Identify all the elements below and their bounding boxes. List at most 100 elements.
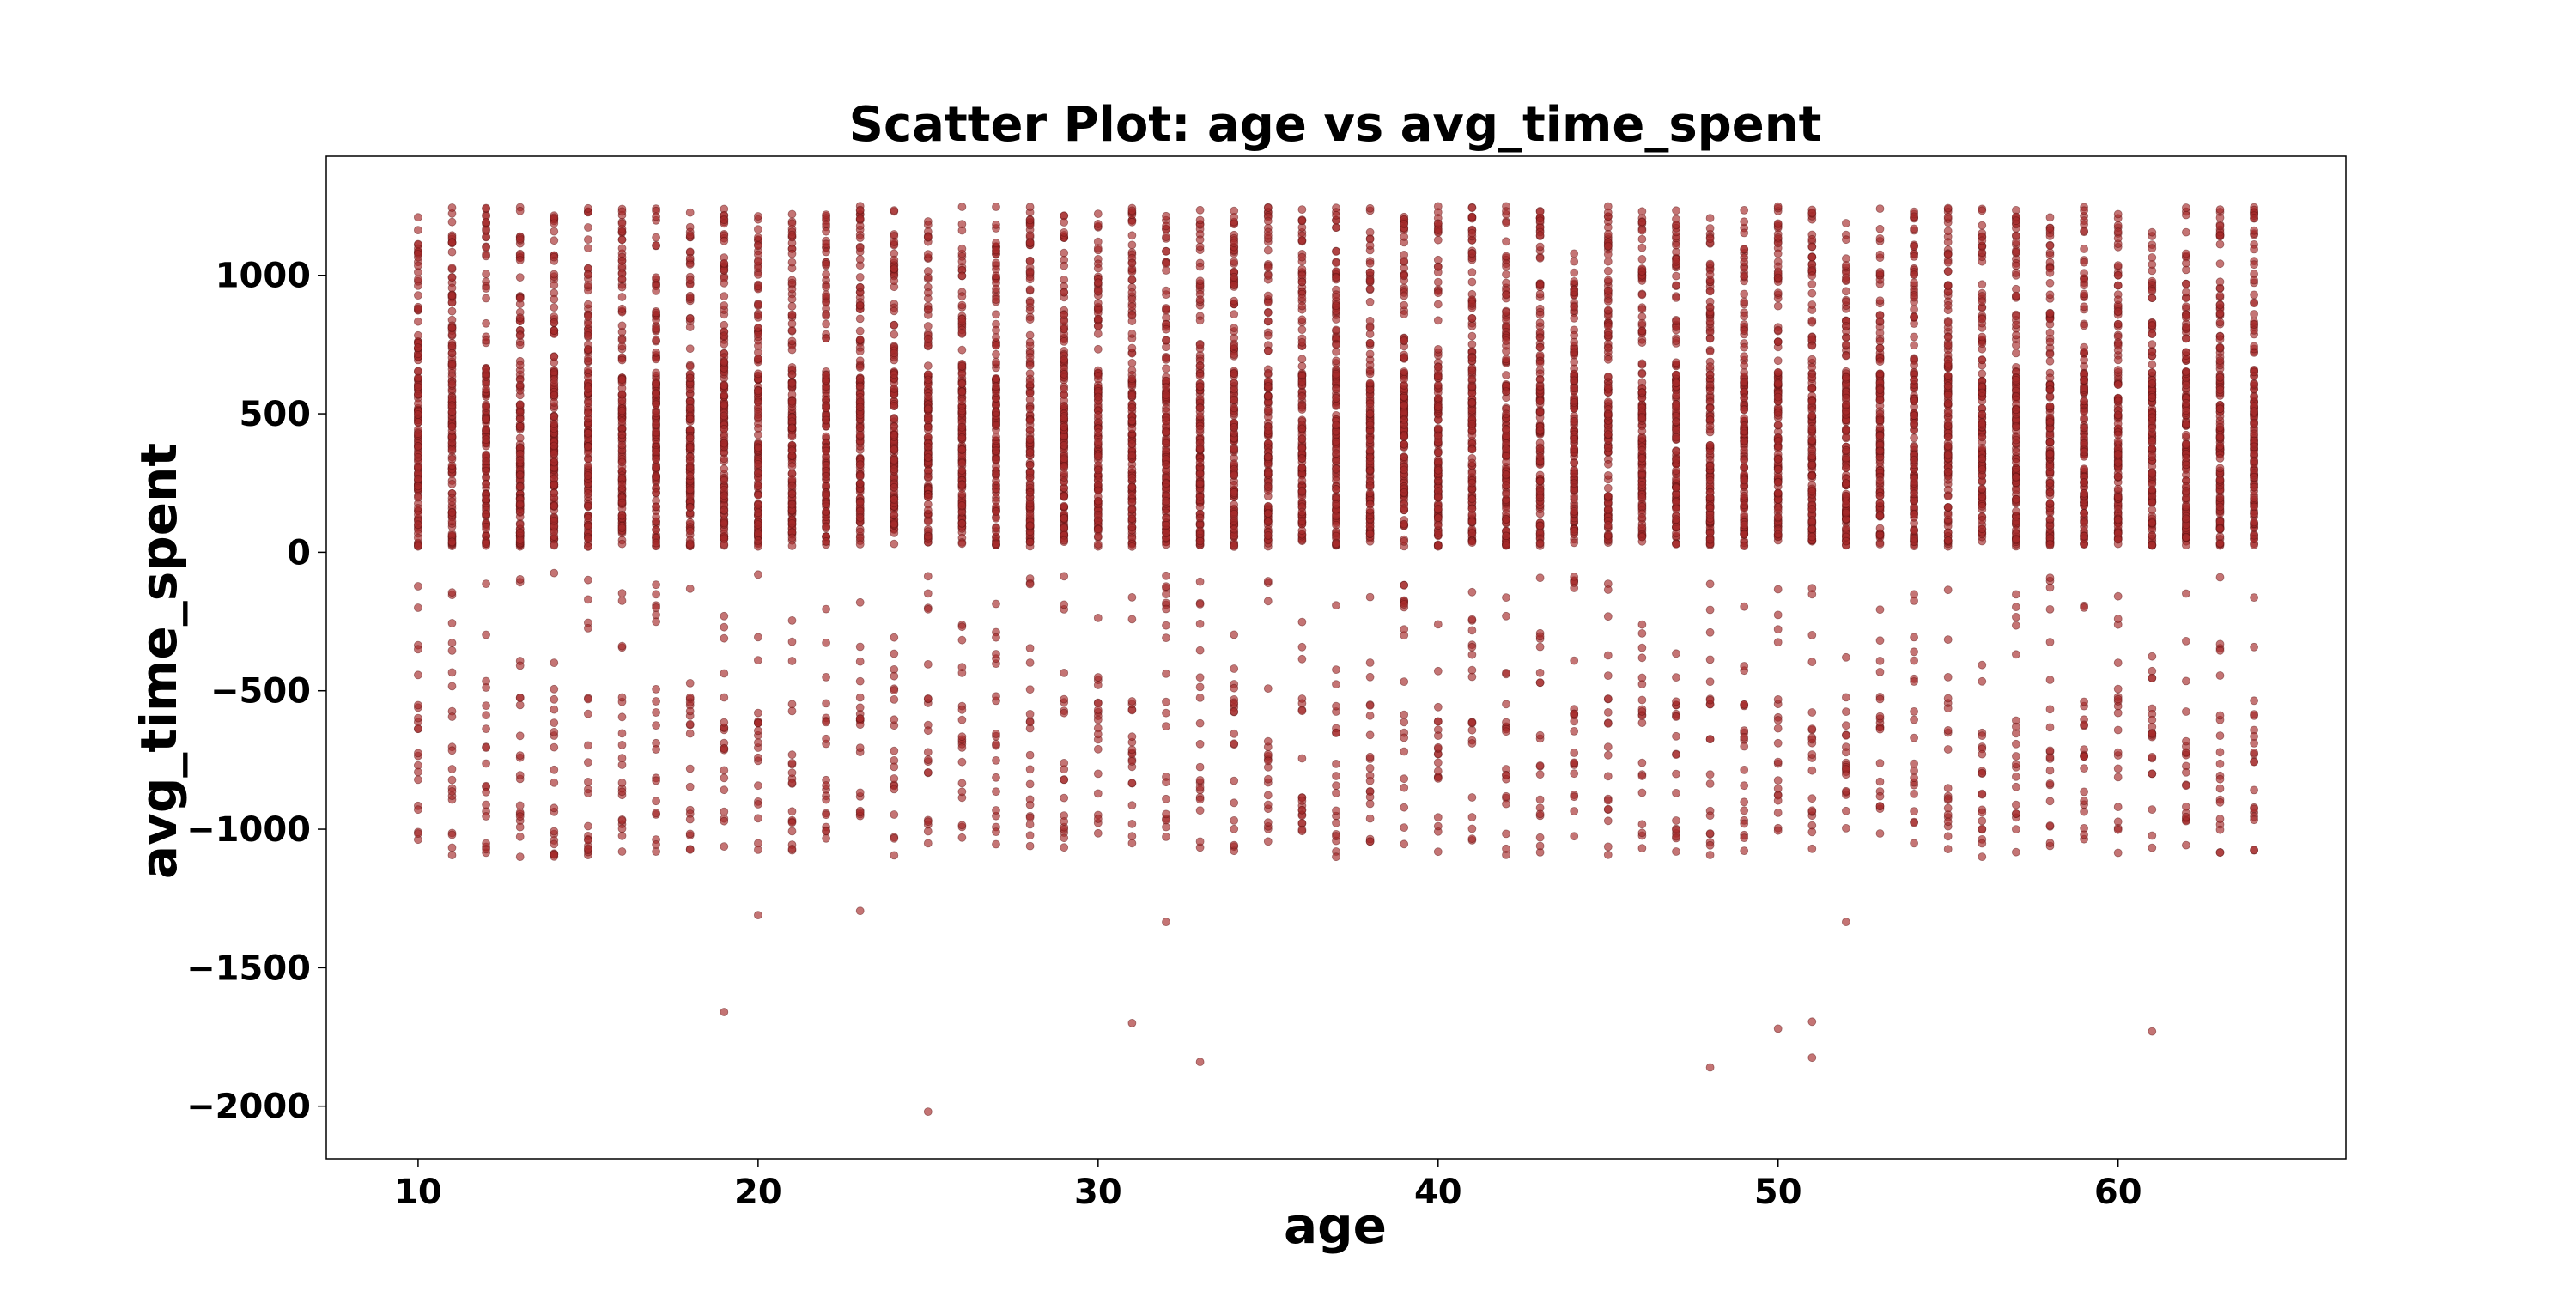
data-point [482,336,490,345]
data-point [754,500,762,510]
data-point [1195,205,1205,215]
data-point [584,489,592,498]
data-point [1502,489,1510,499]
data-point [855,272,865,282]
data-point [1297,277,1307,287]
data-point [413,582,422,591]
data-point [617,430,627,439]
data-point [1195,262,1205,271]
data-point [1433,262,1443,271]
data-point [1400,839,1409,849]
data-point [1195,242,1205,252]
data-point [1093,209,1103,219]
data-point [1433,847,1443,857]
data-point [1230,350,1239,359]
data-point [652,847,660,856]
data-point [720,258,729,268]
data-point [1162,324,1170,334]
data-point [1365,764,1375,773]
data-point [584,281,592,290]
data-point [1093,452,1103,461]
data-point [1433,758,1443,767]
data-point [584,244,592,252]
data-point [515,400,525,409]
data-point [1467,374,1477,384]
data-point [822,604,830,614]
data-point [992,773,1000,782]
data-point [957,480,967,489]
data-point [754,300,762,309]
data-point [1195,513,1205,523]
data-point [1025,813,1035,822]
data-point [822,522,830,531]
data-point [754,369,762,379]
data-point [685,361,695,371]
data-point [720,842,729,851]
data-point [617,589,627,597]
data-point [957,622,967,632]
data-point [1127,231,1137,240]
data-point [992,203,1000,211]
data-point [1263,501,1273,511]
data-point [1365,592,1375,602]
data-point [787,462,797,470]
data-point [1400,710,1409,719]
data-point [515,313,525,323]
data-point [482,435,490,444]
data-point [1060,572,1069,581]
data-point [652,427,660,437]
data-point [720,439,729,448]
data-point [1060,336,1069,346]
data-point [957,220,967,229]
data-point [413,829,422,838]
data-point [685,764,695,773]
data-point [447,480,457,488]
data-point [787,827,797,836]
data-point [957,779,967,788]
data-point [1060,462,1069,471]
data-point [1365,361,1375,369]
data-point [1025,658,1035,667]
data-point [787,310,797,319]
data-point [1025,460,1035,470]
data-point [413,304,422,313]
data-point [413,475,422,483]
data-point [1263,452,1273,462]
data-point [685,344,695,354]
data-point [482,683,490,692]
data-point [1400,439,1409,449]
data-point [890,695,899,704]
data-point [787,258,797,267]
data-point [754,250,762,259]
data-point [1467,419,1477,428]
data-point [550,765,559,774]
data-point [787,637,797,646]
data-point [1195,403,1205,413]
data-point [1025,750,1035,760]
data-point [923,422,933,432]
data-point [890,430,899,439]
data-point [1025,231,1035,240]
data-point [1365,276,1375,285]
data-point [1433,528,1443,537]
data-point [957,445,967,454]
data-point [855,788,865,797]
data-point [447,203,457,212]
data-point [1127,258,1137,268]
data-point [550,694,559,704]
data-point [447,668,457,677]
data-point [890,494,899,504]
data-point [1195,479,1205,488]
data-point [584,758,592,767]
data-point [584,624,592,633]
data-point [1162,621,1170,630]
data-point [1162,233,1170,242]
data-point [652,697,660,706]
data-point [652,488,660,497]
data-point [482,701,490,710]
data-point [685,503,695,512]
data-point [957,345,967,355]
data-point [1127,217,1137,227]
data-point [413,700,422,710]
data-point [515,731,525,741]
